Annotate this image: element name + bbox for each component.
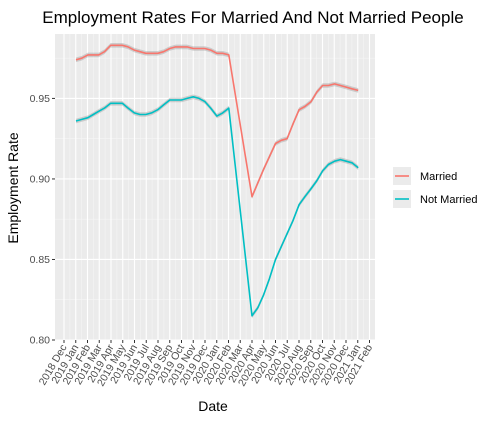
plot-panel <box>55 34 375 340</box>
line-married <box>75 44 359 198</box>
y-tick-label: 0.80 <box>30 335 51 347</box>
legend-label-married: Married <box>420 171 457 183</box>
legend-label-not-married: Not Married <box>420 194 477 206</box>
x-axis-title: Date <box>198 398 228 414</box>
y-tick-label: 0.90 <box>30 173 51 185</box>
line-not-married <box>75 96 359 317</box>
y-tick-label: 0.95 <box>30 93 51 105</box>
y-axis-title: Employment Rate <box>5 132 21 243</box>
y-tick-label: 0.85 <box>30 254 51 266</box>
y-axis: 0.80 0.85 0.90 0.95 <box>30 93 55 347</box>
chart-title: Employment Rates For Married And Not Mar… <box>42 8 463 27</box>
major-gridlines <box>55 34 375 341</box>
legend: Married Not Married <box>393 167 477 208</box>
minor-gridlines <box>55 34 375 340</box>
series-lines <box>75 44 359 317</box>
